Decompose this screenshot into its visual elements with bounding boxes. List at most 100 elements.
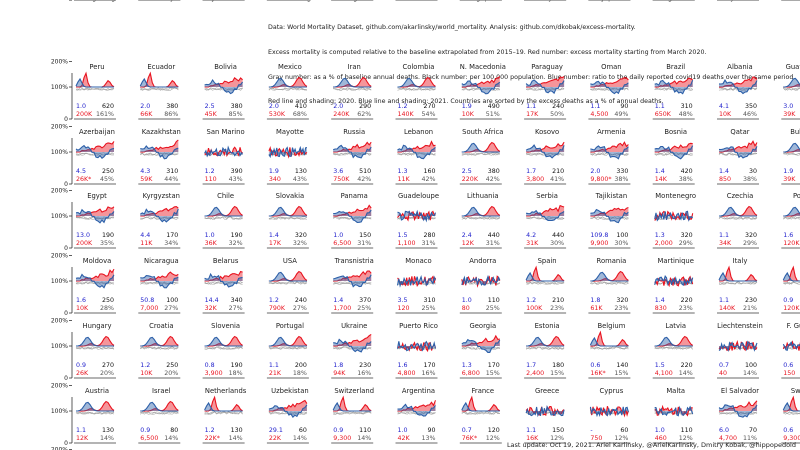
line-2021 [333, 209, 372, 223]
shading-2021 [526, 406, 565, 416]
baseline-line [526, 281, 565, 285]
excess-per-100k: 270 [423, 103, 435, 110]
line-2021 [718, 404, 758, 418]
excess-per-100k: 420 [681, 168, 693, 175]
line-2021 [75, 401, 114, 412]
country-panel: Kazakhstan 4.3 310 59K 44% [138, 128, 181, 185]
panel-title: Liechtenstein [717, 322, 763, 330]
country-panel: Brazil 1.1 310 650K 48% [652, 63, 695, 120]
excess-deaths: 61K [590, 305, 603, 312]
panel-title: Slovenia [211, 322, 240, 330]
line-2020 [333, 270, 372, 282]
excess-deaths: 220K [462, 176, 479, 183]
ratio-to-covid-deaths: 1.8 [590, 297, 600, 304]
line-2021 [783, 142, 800, 153]
country-panel: San Marino 1.2 390 110 43% [202, 128, 245, 185]
excess-per-100k: -0 [686, 0, 692, 2]
baseline-line [783, 87, 800, 91]
excess-deaths: 9,800* [590, 176, 611, 183]
excess-per-100k: 110 [488, 297, 500, 304]
excess-deaths: 120 [398, 305, 410, 312]
line-2020 [782, 340, 800, 351]
excess-deaths: 34K [719, 240, 732, 247]
baseline-line [75, 411, 115, 415]
y-tick-label: 100% [51, 149, 68, 156]
shading-2021 [204, 274, 243, 287]
excess-deaths: 750K [333, 176, 350, 183]
ratio-to-covid-deaths: 6.0 [719, 427, 729, 434]
panel-title: Montenegro [655, 192, 696, 200]
baseline-line [783, 411, 800, 415]
excess-percent: 32% [229, 240, 243, 247]
panel-title: Nicaragua [144, 257, 179, 265]
excess-deaths: 22K* [205, 435, 220, 442]
excess-percent: -0% [680, 0, 692, 2]
country-panel: Andorra 1.0 110 80 25% [459, 257, 502, 314]
baseline-line [590, 281, 629, 285]
panel-title: Russia [343, 128, 365, 136]
panel-title: Portugal [276, 322, 304, 330]
excess-per-100k: 380 [231, 103, 243, 110]
excess-per-100k: 180 [552, 362, 564, 369]
line-2020 [590, 77, 629, 88]
panel-title: Ecuador [147, 63, 175, 71]
ratio-to-covid-deaths: 1.0 [398, 427, 408, 434]
panel-title: South Africa [462, 128, 503, 136]
line-2021 [139, 77, 179, 88]
excess-percent: 12% [486, 435, 500, 442]
excess-deaths: 12K [76, 435, 89, 442]
excess-percent: 43% [229, 176, 243, 183]
excess-deaths: 110 [205, 176, 217, 183]
panel-title: Mauritius [467, 0, 499, 2]
line-2021 [782, 401, 800, 412]
country-panel: Spain 1.2 210 100K 23% [524, 257, 567, 314]
baseline-line [461, 152, 500, 156]
country-panel: Czechia 1.1 320 34K 29% [717, 192, 759, 249]
country-panel: Hong Kong- 30 2,100 4% [74, 0, 116, 2]
description-line: Red line and shading: 2020. Blue line an… [268, 98, 664, 106]
excess-per-100k: 220 [681, 297, 693, 304]
panel-title: Moldova [83, 257, 112, 265]
excess-per-100k: 510 [359, 168, 371, 175]
excess-per-100k: 220 [681, 362, 693, 369]
excess-percent: 20% [100, 370, 114, 377]
country-panel: Albania 4.1 350 10K 46% [717, 63, 759, 120]
baseline-line [654, 346, 693, 350]
line-2020 [654, 77, 693, 88]
excess-deaths: 9,300 [783, 435, 800, 442]
country-panel: Netherlands 1.2 130 22K* 14% [202, 387, 247, 444]
line-2021 [140, 401, 179, 412]
y-tick-label: 200% [51, 252, 68, 259]
baseline-line [654, 216, 693, 220]
panel-title: Kyrgyzstan [143, 192, 180, 200]
ratio-to-covid-deaths: 0.2 [269, 0, 279, 2]
excess-deaths: 460 [655, 435, 667, 442]
line-2020 [783, 84, 800, 88]
panel-title: Bulgaria [790, 128, 800, 136]
excess-deaths: 200K [76, 111, 93, 118]
y-tick-label: 100% [51, 278, 68, 285]
ratio-to-covid-deaths: 2.0 [590, 168, 600, 175]
baseline-line [140, 346, 179, 350]
ratio-to-covid-deaths: 3.6 [333, 168, 343, 175]
line-2020 [397, 140, 436, 153]
excess-percent: 38% [614, 176, 628, 183]
baseline-line [333, 87, 372, 91]
line-2021 [461, 338, 501, 353]
shading-2021 [204, 80, 243, 94]
baseline-line [783, 152, 800, 156]
excess-per-100k: -10 [747, 0, 757, 2]
line-2021 [718, 146, 758, 159]
country-panel: Seychelles- -100 -90 -11% [717, 0, 759, 2]
line-2020 [397, 400, 437, 412]
country-panel: Argentina 1.0 90 42K 13% [395, 387, 438, 444]
line-2021 [268, 145, 308, 159]
panel-title: Macao [86, 0, 108, 2]
country-panel: Liechtenstein 0.7 100 40 14% [717, 322, 763, 379]
panel-title: Cuba [538, 0, 556, 2]
country-panel: Azerbaijan 4.5 250 26K* 45% [74, 128, 116, 185]
line-2021 [461, 80, 501, 95]
line-2020 [654, 142, 693, 153]
excess-deaths: 11K [140, 240, 153, 247]
excess-percent: 49% [614, 111, 628, 118]
